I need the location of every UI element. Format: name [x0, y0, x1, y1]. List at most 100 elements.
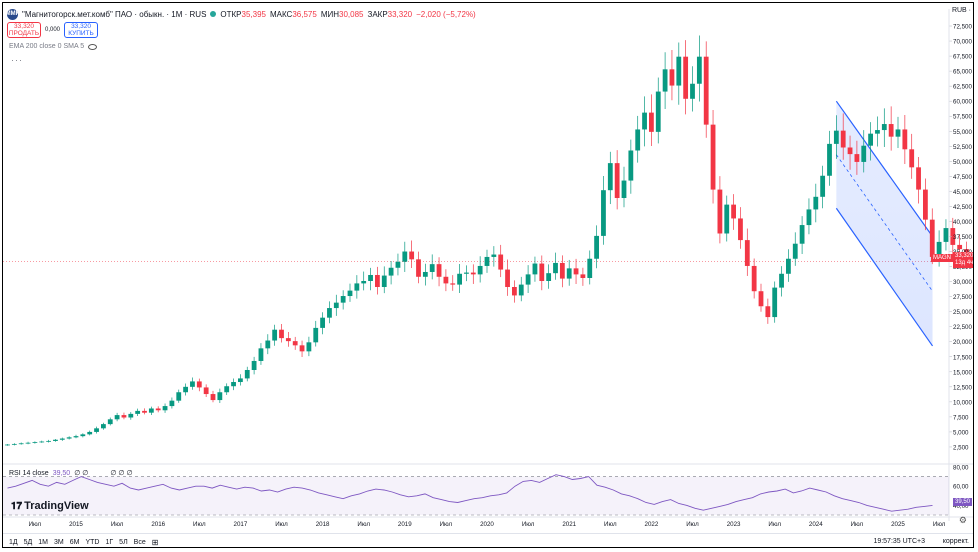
candle-body	[306, 342, 312, 352]
buy-button[interactable]: 33,320 КУПИТЬ	[64, 22, 99, 38]
candle-body	[429, 264, 435, 272]
candle-body	[710, 124, 716, 190]
spread-value: 0,000	[45, 27, 61, 33]
y-tick-label: 25,000	[953, 309, 972, 316]
candle-body	[546, 273, 552, 281]
y-tick-label: 20,000	[953, 339, 972, 346]
timeframe-1d[interactable]: 1Д	[9, 538, 18, 546]
x-tick-label: Июл	[686, 521, 699, 528]
candle-body	[525, 274, 531, 285]
candle-body	[251, 360, 257, 370]
candle-body	[162, 406, 168, 411]
tradingview-logo[interactable]: 𝟏𝟕 TradingView	[11, 500, 89, 512]
candle-body	[333, 302, 339, 309]
candle-body	[402, 251, 408, 262]
candle-body	[614, 163, 620, 199]
adjust-button[interactable]: коррект.	[942, 538, 969, 545]
settings-gear-icon[interactable]: ⚙	[958, 515, 967, 525]
x-tick-label: Июл	[604, 521, 617, 528]
candle-body	[655, 91, 661, 132]
rsi-line	[7, 474, 933, 512]
x-tick-label: Июл	[275, 521, 288, 528]
candle-body	[18, 443, 24, 445]
candle-body	[101, 424, 106, 429]
candle-body	[142, 410, 147, 413]
candle-body	[621, 180, 627, 199]
timeframe-all[interactable]: Все	[133, 538, 146, 546]
x-tick-label: 2017	[234, 521, 248, 528]
x-tick-label: 2024	[809, 521, 823, 528]
y-tick-label: 12,500	[953, 384, 972, 391]
candle-body	[32, 442, 38, 443]
timeframe-5d[interactable]: 5Д	[23, 538, 33, 546]
rsi-band	[3, 476, 949, 515]
eye-icon[interactable]	[88, 43, 98, 50]
candle-body	[135, 410, 141, 414]
x-tick-label: Июл	[111, 521, 124, 528]
more-options-icon[interactable]: ···	[11, 55, 23, 65]
candle-body	[518, 284, 524, 296]
timeframe-5y[interactable]: 5Л	[119, 538, 128, 546]
y-tick-label: 22,500	[953, 324, 972, 331]
candle-body	[354, 283, 360, 291]
candle-body	[59, 438, 65, 440]
y-tick-label: 67,500	[953, 54, 972, 61]
candle-body	[395, 261, 401, 268]
currency-label[interactable]: RUB ·	[951, 7, 971, 14]
y-tick-label: 5,000	[953, 429, 969, 436]
candle-body	[375, 274, 380, 288]
y-tick-label: 17,500	[953, 354, 972, 361]
timeframe-3m[interactable]: 3М	[54, 538, 64, 546]
timeframe-ytd[interactable]: YTD	[85, 538, 100, 546]
candle-body	[916, 167, 921, 190]
date-range-icon[interactable]: ⊞	[151, 537, 159, 547]
candle-body	[868, 133, 873, 146]
candle-body	[347, 290, 353, 297]
x-tick-label: 2018	[316, 521, 330, 528]
candle-body	[806, 209, 812, 226]
candle-body	[457, 273, 462, 285]
candle-body	[744, 240, 750, 266]
y-tick-label: 60,000	[953, 99, 972, 106]
rsi-tick-label: 60,00	[953, 484, 969, 491]
rsi-legend[interactable]: RSI 14 close 39,50 ∅ ∅ ∅ ∅ ∅	[9, 469, 133, 478]
candle-body	[169, 400, 175, 407]
candle-body	[183, 386, 188, 393]
candle-body	[929, 219, 935, 257]
x-tick-label: 2020	[480, 521, 494, 528]
timeframe-6m[interactable]: 6М	[69, 538, 80, 546]
candle-body	[628, 150, 634, 181]
clock-time[interactable]: 19:57:35 UTC+3	[873, 538, 925, 545]
price-chart[interactable]: 72,500 70,000 67,500 65,000 62,500 60,000 57,5…	[3, 3, 973, 547]
candle-body	[409, 251, 415, 260]
timeframe-1m[interactable]: 1М	[38, 538, 49, 546]
candle-body	[436, 264, 442, 277]
candle-body	[11, 443, 17, 445]
candle-body	[66, 437, 72, 439]
candle-body	[676, 56, 682, 86]
timeframe-1y[interactable]: 1Г	[105, 538, 114, 546]
rsi-value-tag: 39,50	[953, 498, 973, 506]
market-status-dot	[210, 11, 217, 17]
candle-body	[923, 189, 928, 220]
candle-body	[422, 271, 428, 277]
sell-button[interactable]: 33,320 ПРОДАТЬ	[7, 22, 41, 38]
channel-lower-line	[835, 207, 934, 347]
channel-upper-line	[835, 100, 934, 237]
candle-body	[690, 83, 695, 99]
candle-body	[231, 382, 236, 387]
ema-legend[interactable]: EMA 200 close 0 SMA 5	[9, 43, 98, 50]
candle-body	[470, 272, 476, 275]
candle-body	[498, 254, 504, 270]
candle-body	[327, 308, 332, 318]
candle-body	[895, 129, 901, 137]
timeframe-selector: 1Д 5Д 1М 3М 6М YTD 1Г 5Л Все	[9, 539, 146, 546]
candle-body	[580, 274, 586, 278]
candle-body	[724, 204, 730, 234]
candle-body	[292, 341, 298, 346]
candle-body	[758, 291, 764, 307]
candle-body	[87, 431, 93, 435]
candle-body	[238, 378, 243, 383]
symbol-title[interactable]: "Магнитогорск.мет.комб" ПАО · обыкн. · 1…	[22, 9, 207, 19]
